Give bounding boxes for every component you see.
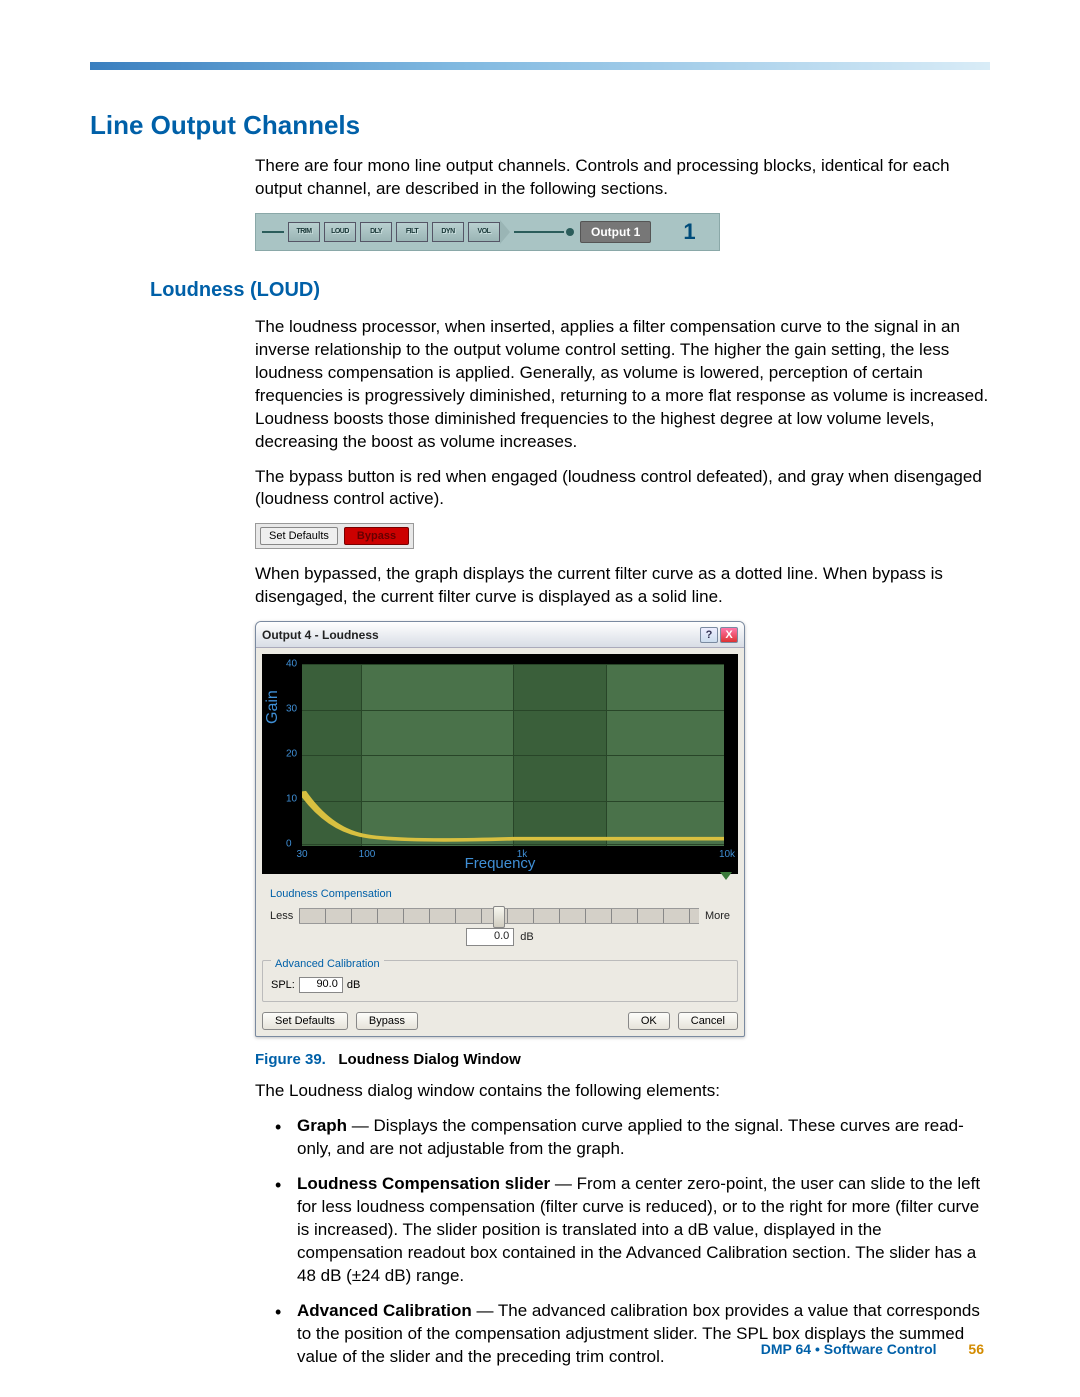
- block-loud[interactable]: LOUD: [324, 222, 356, 242]
- loudness-comp-label: Loudness Compensation: [270, 888, 392, 900]
- bullet-graph-bold: Graph: [297, 1116, 347, 1135]
- bullet-advcal-bold: Advanced Calibration: [297, 1301, 472, 1320]
- after-figure-paragraph: The Loudness dialog window contains the …: [255, 1080, 990, 1103]
- loudness-paragraph-3: When bypassed, the graph displays the cu…: [255, 563, 990, 609]
- elements-list: Graph — Displays the compensation curve …: [275, 1115, 990, 1368]
- bullet-advcal: Advanced Calibration — The advanced cali…: [275, 1300, 990, 1369]
- signal-chain-strip: TRIM LOUD DLY FILT DYN VOL Output 1 1: [255, 213, 720, 251]
- loudness-graph: Gain 40 30 20 10 0 30 100 1k 10k Frequen…: [262, 654, 738, 874]
- bullet-slider: Loudness Compensation slider — From a ce…: [275, 1173, 990, 1288]
- spl-unit-label: dB: [347, 979, 360, 991]
- heading-loudness: Loudness (LOUD): [150, 279, 990, 302]
- page-footer: DMP 64 • Software Control 56: [761, 1341, 984, 1357]
- block-trim[interactable]: TRIM: [288, 222, 320, 242]
- dialog-titlebar[interactable]: Output 4 - Loudness ? X: [256, 622, 744, 648]
- heading-line-output-channels: Line Output Channels: [90, 110, 990, 141]
- set-defaults-button[interactable]: Set Defaults: [260, 527, 338, 545]
- dlg-cancel-button[interactable]: Cancel: [678, 1012, 738, 1030]
- loudness-paragraph-1: The loudness processor, when inserted, a…: [255, 316, 990, 454]
- dlg-ok-button[interactable]: OK: [628, 1012, 670, 1030]
- slider-less-label: Less: [270, 910, 293, 922]
- loudness-paragraph-2: The bypass button is red when engaged (l…: [255, 466, 990, 512]
- spl-label: SPL:: [271, 979, 295, 991]
- slider-more-label: More: [705, 910, 730, 922]
- slider-thumb[interactable]: [493, 906, 505, 928]
- loudness-compensation-slider[interactable]: [299, 908, 699, 924]
- block-dyn[interactable]: DYN: [432, 222, 464, 242]
- collapse-icon[interactable]: [720, 872, 732, 880]
- bullet-graph: Graph — Displays the compensation curve …: [275, 1115, 990, 1161]
- bullet-slider-bold: Loudness Compensation slider: [297, 1174, 550, 1193]
- db-unit-label: dB: [520, 931, 533, 943]
- ytick-40: 40: [286, 659, 297, 670]
- block-vol[interactable]: VOL: [468, 222, 500, 242]
- close-icon[interactable]: X: [720, 627, 738, 643]
- loudness-compensation-panel: Loudness Compensation Less More 0.0 dB: [262, 880, 738, 954]
- mini-button-row: Set Defaults Bypass: [255, 523, 414, 549]
- ytick-20: 20: [286, 749, 297, 760]
- figure-title: Loudness Dialog Window: [338, 1051, 520, 1068]
- graph-grid: [302, 664, 724, 846]
- advanced-calibration-label: Advanced Calibration: [271, 958, 384, 970]
- block-dly[interactable]: DLY: [360, 222, 392, 242]
- spl-field[interactable]: 90.0: [299, 977, 343, 993]
- ytick-0: 0: [286, 839, 292, 850]
- page-content: Line Output Channels There are four mono…: [90, 110, 990, 1381]
- help-icon[interactable]: ?: [700, 627, 718, 643]
- dialog-button-row: Set Defaults Bypass OK Cancel: [256, 1006, 744, 1036]
- dlg-bypass-button[interactable]: Bypass: [356, 1012, 418, 1030]
- loudness-curve: [302, 664, 724, 846]
- x-axis-label: Frequency: [465, 855, 536, 872]
- advanced-calibration-panel: Advanced Calibration SPL: 90.0 dB: [262, 960, 738, 1002]
- block-filt[interactable]: FILT: [396, 222, 428, 242]
- xtick-100: 100: [359, 849, 376, 860]
- signal-line: [262, 231, 284, 233]
- footer-text: DMP 64 • Software Control: [761, 1341, 937, 1357]
- intro-paragraph: There are four mono line output channels…: [255, 155, 990, 201]
- figure-caption: Figure 39. Loudness Dialog Window: [255, 1051, 990, 1068]
- dialog-title: Output 4 - Loudness: [262, 628, 379, 642]
- xtick-30: 30: [296, 849, 307, 860]
- page-top-bar: [90, 62, 990, 70]
- compensation-db-field[interactable]: 0.0: [466, 928, 514, 946]
- bullet-graph-text: — Displays the compensation curve applie…: [297, 1116, 964, 1158]
- signal-node: [566, 228, 574, 236]
- xtick-10k: 10k: [719, 849, 735, 860]
- dlg-set-defaults-button[interactable]: Set Defaults: [262, 1012, 348, 1030]
- page-number: 56: [968, 1341, 984, 1357]
- ytick-30: 30: [286, 704, 297, 715]
- signal-link: [514, 231, 564, 233]
- bypass-button[interactable]: Bypass: [344, 527, 409, 545]
- y-axis-label: Gain: [264, 690, 282, 724]
- loudness-dialog-window: Output 4 - Loudness ? X Gain: [255, 621, 745, 1037]
- signal-arrow: [500, 220, 510, 244]
- channel-number: 1: [683, 219, 695, 245]
- output-label[interactable]: Output 1: [580, 221, 651, 243]
- ytick-10: 10: [286, 794, 297, 805]
- figure-label: Figure 39.: [255, 1051, 326, 1068]
